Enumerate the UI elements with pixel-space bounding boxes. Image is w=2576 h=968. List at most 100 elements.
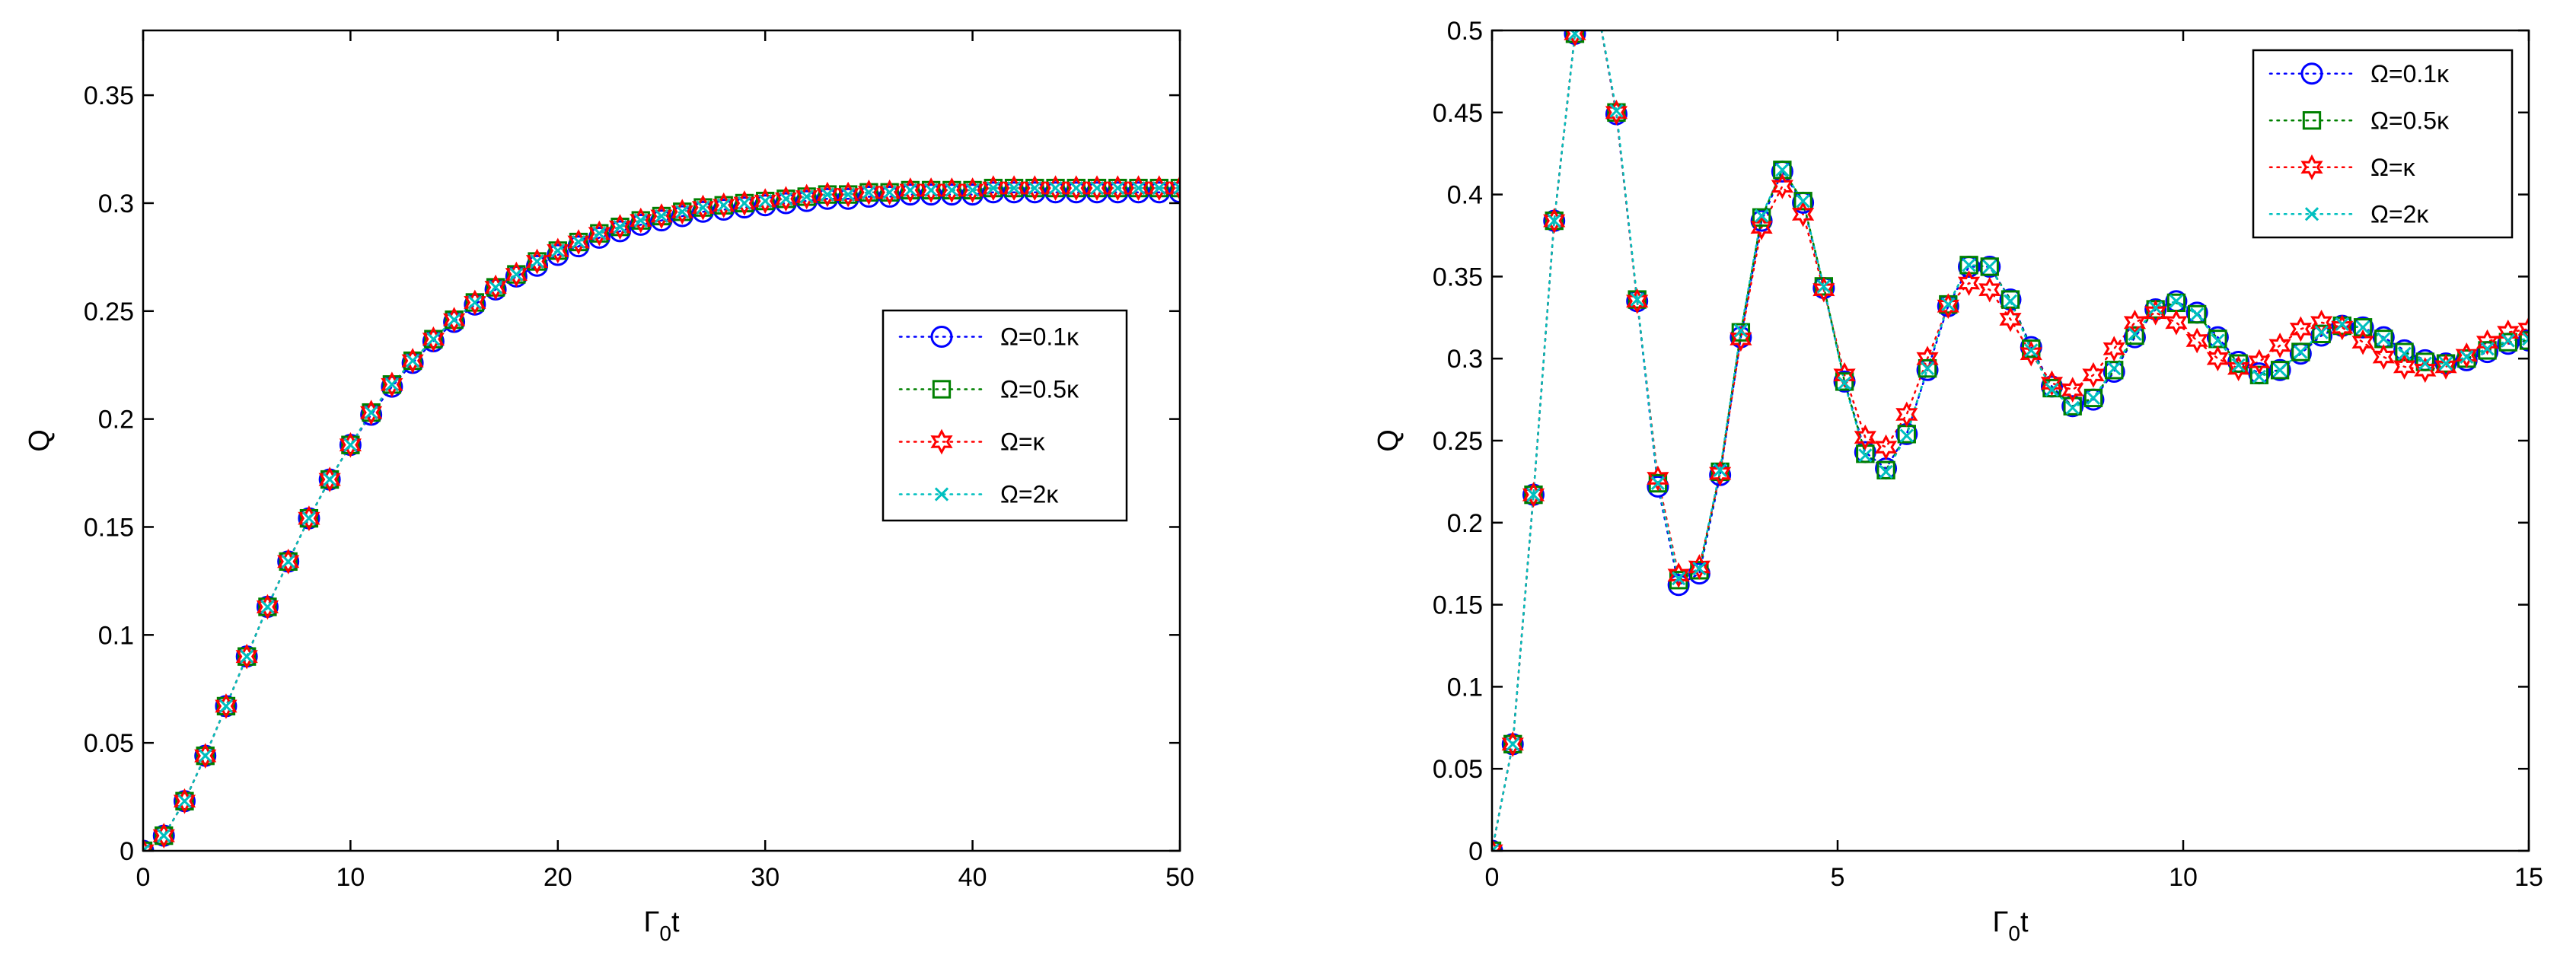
data-point-omega-kappa: [2434, 354, 2457, 380]
data-point-omega-2kappa: [1733, 323, 1749, 338]
data-point-omega-2kappa: [1754, 209, 1769, 223]
data-point-omega-kappa: [713, 192, 735, 218]
x-tick-label: 10: [336, 863, 365, 892]
data-point-omega-kappa: [1564, 30, 1586, 47]
data-point-omega-2kappa: [779, 192, 793, 206]
data-point-omega-0p1kappa: [713, 198, 735, 221]
data-point-omega-kappa: [2331, 314, 2354, 341]
data-point-omega-2kappa: [2003, 294, 2018, 308]
data-point-omega-2kappa: [882, 185, 897, 199]
data-point-omega-kappa: [143, 838, 155, 851]
data-point-omega-kappa: [2414, 357, 2437, 384]
data-point-omega-kappa: [360, 400, 383, 425]
data-point-omega-0p1kappa: [1688, 562, 1710, 585]
series-group: [143, 175, 1180, 851]
data-point-omega-kappa: [1730, 326, 1752, 352]
data-point-omega-kappa: [1586, 0, 1605, 8]
data-point-omega-0p1kappa: [691, 200, 714, 223]
data-point-omega-kappa: [1543, 208, 1566, 234]
data-point-omega-kappa: [774, 186, 798, 212]
legend-label-omega-kappa: Ω=κ: [2370, 154, 2416, 181]
data-point-omega-kappa: [940, 177, 963, 203]
axes-box: [142, 29, 1181, 852]
data-point-omega-kappa: [2165, 309, 2188, 336]
y-axis-label: Q: [24, 429, 56, 452]
data-point-omega-2kappa: [696, 200, 710, 215]
data-point-omega-2kappa: [986, 180, 1000, 196]
data-point-omega-0p1kappa: [1647, 475, 1669, 498]
data-point-omega-kappa: [1492, 838, 1503, 851]
legend-marker-omega-2kappa: [2304, 207, 2319, 221]
data-point-omega-kappa: [2206, 345, 2229, 372]
data-point-omega-0p1kappa: [630, 213, 652, 236]
data-point-omega-2kappa: [218, 699, 234, 714]
data-point-omega-2kappa: [758, 193, 773, 209]
data-point-omega-kappa: [1647, 465, 1669, 492]
data-point-omega-kappa: [857, 179, 880, 205]
data-point-omega-kappa: [608, 214, 632, 240]
data-point-omega-2kappa: [2418, 356, 2432, 371]
data-point-omega-kappa: [1127, 175, 1150, 201]
data-point-omega-2kappa: [1630, 292, 1644, 307]
data-point-omega-kappa: [256, 594, 279, 620]
data-point-omega-2kappa: [1567, 30, 1583, 41]
data-point-omega-kappa: [2103, 336, 2125, 362]
series-line-omega-2kappa: [143, 186, 1180, 851]
data-point-omega-kappa: [1605, 99, 1628, 126]
data-point-omega-kappa: [2268, 333, 2291, 358]
data-point-omega-kappa: [2351, 329, 2374, 355]
data-point-omega-kappa: [878, 179, 901, 205]
data-point-omega-kappa: [339, 431, 362, 458]
data-point-omega-0p5kappa: [2291, 342, 2310, 361]
y-tick-label: 0.05: [84, 729, 134, 758]
x-tick-label: 5: [1831, 863, 1845, 892]
data-point-omega-2kappa: [1089, 180, 1105, 196]
data-point-omega-kappa: [194, 743, 217, 769]
data-point-omega-kappa: [733, 190, 756, 216]
data-point-omega-2kappa: [571, 234, 586, 250]
x-tick-label: 15: [2514, 863, 2543, 892]
data-point-omega-2kappa: [2252, 369, 2267, 384]
data-point-omega-kappa: [1854, 424, 1876, 451]
data-point-omega-kappa: [899, 177, 922, 203]
data-point-omega-2kappa: [903, 183, 918, 198]
data-point-omega-kappa: [277, 549, 300, 575]
data-point-omega-kappa: [547, 237, 569, 264]
data-point-omega-2kappa: [799, 189, 814, 204]
data-point-omega-2kappa: [1920, 361, 1935, 376]
data-point-omega-2kappa: [157, 829, 171, 843]
data-point-omega-0p5kappa: [2395, 342, 2414, 361]
data-point-omega-kappa: [982, 175, 1005, 201]
data-point-omega-kappa: [2476, 329, 2499, 355]
legend: Ω=0.1κ Ω=0.5κ Ω=κ Ω=2κ: [2252, 49, 2514, 239]
data-point-omega-0p1kappa: [2061, 395, 2084, 418]
data-point-omega-0p1kappa: [878, 185, 901, 208]
legend-label-omega-kappa: Ω=κ: [1000, 428, 1046, 456]
y-tick-label: 0.15: [84, 513, 134, 542]
data-point-omega-2kappa: [2128, 326, 2142, 341]
data-point-omega-2kappa: [716, 198, 731, 212]
data-point-omega-2kappa: [301, 511, 317, 526]
data-point-omega-2kappa: [965, 183, 980, 198]
data-point-omega-0p5kappa: [2312, 324, 2331, 344]
data-point-omega-2kappa: [1650, 476, 1666, 491]
data-point-omega-0p1kappa: [609, 220, 632, 243]
data-point-omega-2kappa: [820, 187, 835, 202]
data-point-omega-kappa: [961, 177, 984, 203]
data-point-omega-0p5kappa: [1731, 323, 1751, 342]
data-point-omega-0p1kappa: [1750, 209, 1773, 232]
data-point-omega-0p1kappa: [774, 192, 797, 215]
data-point-omega-0p5kappa: [2188, 304, 2207, 324]
data-point-omega-kappa: [2061, 377, 2084, 403]
legend-box: [2252, 49, 2514, 239]
data-point-omega-0p1kappa: [1586, 0, 1605, 8]
x-tick-label: 10: [2169, 863, 2198, 892]
y-tick-label: 0.25: [1433, 427, 1483, 456]
data-point-omega-kappa: [1106, 175, 1129, 201]
data-point-omega-kappa: [2144, 299, 2167, 326]
data-point-omega-2kappa: [862, 185, 876, 199]
right-chart: 0 5 10 15 0 0.05 0.1 0.15 0.2 0.25 0.3 0.35 0.4 0.45 0…: [1372, 0, 2543, 945]
data-point-omega-2kappa: [260, 600, 275, 614]
data-point-omega-2kappa: [1713, 463, 1727, 477]
data-point-omega-kappa: [1688, 554, 1710, 580]
